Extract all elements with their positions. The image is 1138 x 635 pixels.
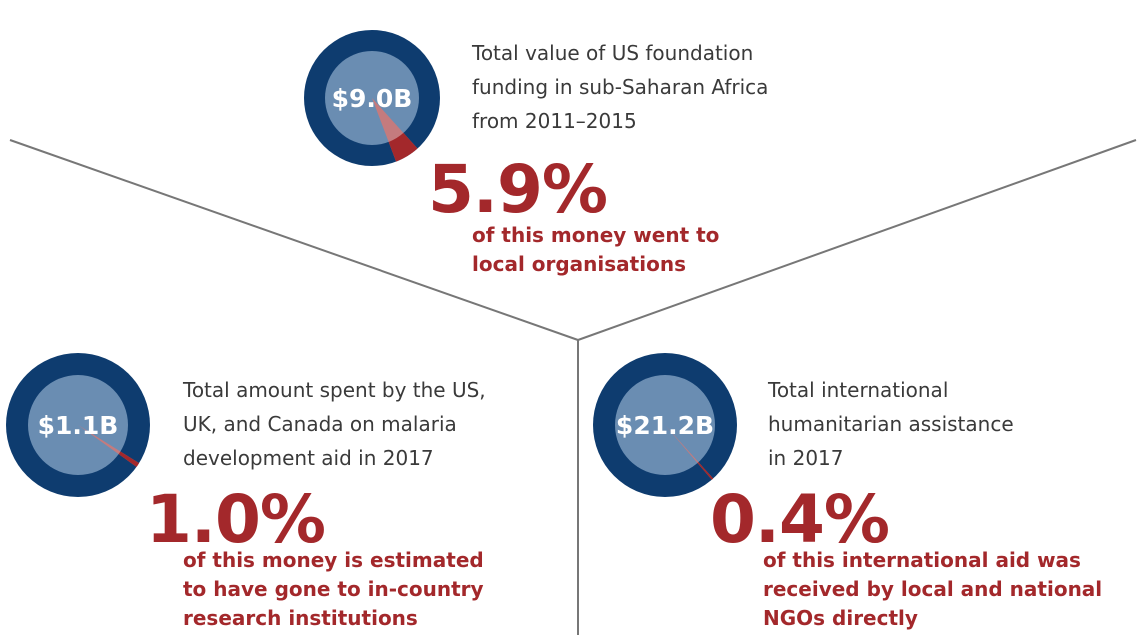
description: Total value of US foundation: [471, 41, 753, 65]
share-label: 0.4%: [710, 481, 889, 558]
note: NGOs directly: [763, 606, 918, 630]
note: of this money went to: [472, 223, 719, 247]
note: of this international aid was: [763, 548, 1081, 572]
share-wedge-ring: [697, 462, 714, 480]
description: humanitarian assistance: [768, 412, 1014, 436]
note: research institutions: [183, 606, 418, 630]
share-wedge-ring: [388, 132, 418, 162]
amount: $21.2B: [616, 411, 714, 440]
note: of this money is estimated: [183, 548, 484, 572]
share-label: 5.9%: [428, 151, 607, 228]
description: Total international: [767, 378, 948, 402]
description: from 2011–2015: [472, 109, 637, 133]
amount: $9.0B: [332, 84, 413, 113]
divider: [577, 139, 1137, 341]
divider: [9, 139, 579, 341]
share-label: 1.0%: [146, 481, 325, 558]
note: to have gone to in-country: [183, 577, 484, 601]
share-wedge-ring: [118, 451, 140, 467]
note: received by local and national: [763, 577, 1102, 601]
description: development aid in 2017: [183, 446, 434, 470]
note: local organisations: [472, 252, 686, 276]
description: funding in sub-Saharan Africa: [472, 75, 768, 99]
description: Total amount spent by the US,: [182, 378, 486, 402]
description: UK, and Canada on malaria: [183, 412, 457, 436]
description: in 2017: [768, 446, 844, 470]
amount: $1.1B: [38, 411, 119, 440]
